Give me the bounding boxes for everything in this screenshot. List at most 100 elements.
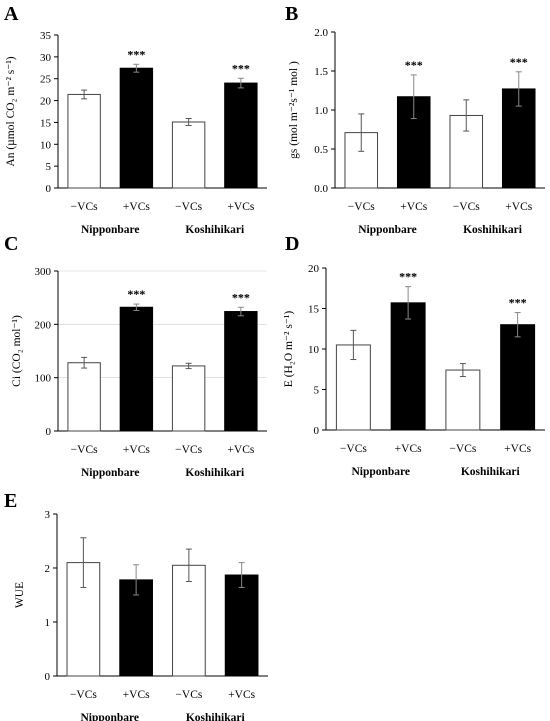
panel-c-letter: C [4, 233, 18, 255]
panel-d-bar [390, 302, 426, 431]
panel-d-x-tick-label: +VCs [395, 443, 422, 455]
panel-b-group-label: Nipponbare [358, 224, 417, 236]
panel-e-group-label: Nipponbare [80, 712, 139, 721]
panel-a-y-tick-label: 35 [40, 30, 52, 42]
panel-c-y-tick-label: 100 [35, 373, 52, 385]
panel-c-x-tick-label: −VCs [175, 444, 202, 456]
panel-c-group-label: Nipponbare [81, 467, 140, 479]
panel-a-y-tick-label: 5 [46, 161, 52, 173]
panel-c-y-tick-label: 0 [46, 426, 52, 438]
panel-d-group-label: Nipponbare [351, 466, 410, 478]
panel-d-y-axis-label: E (H₂O m⁻² s⁻¹) [283, 311, 295, 388]
panel-c-error-bar [237, 306, 244, 317]
panel-d-x-tick-label: −VCs [449, 443, 476, 455]
panel-e-y-tick-label: 0 [45, 671, 51, 683]
panel-b-error-bar [410, 74, 417, 120]
panel-b-group-label: Koshihikari [463, 224, 523, 236]
panel-d-error-bar [405, 286, 412, 320]
panel-d-bar [500, 324, 536, 431]
panel-c-x-tick-label: +VCs [123, 444, 150, 456]
panel-d-group-label: Koshihikari [461, 466, 521, 478]
panel-e-y-axis-label: WUE [14, 582, 26, 608]
panel-c-error-bar [81, 356, 88, 369]
panel-e-group-label: Koshihikari [186, 712, 246, 721]
panel-a-x-tick-label: −VCs [71, 201, 98, 213]
panel-c-x-tick-label: −VCs [71, 444, 98, 456]
panel-c-x-tick-label: +VCs [227, 444, 254, 456]
panel-d-letter: D [285, 233, 299, 255]
panel-b-significance-label: *** [405, 58, 423, 72]
panel-a-letter: A [4, 3, 19, 25]
panel-b-y-tick-label: 2.0 [314, 27, 328, 39]
panel-b-y-tick-label: 0.5 [314, 144, 328, 156]
panel-a-y-axis-label: An (µmol CO₂ m⁻² s⁻¹) [5, 56, 17, 166]
panel-c-significance-label: *** [127, 287, 145, 301]
panel-b-error-bar [515, 71, 522, 107]
panel-a-x-tick-label: +VCs [123, 201, 150, 213]
panel-c-y-tick-label: 300 [35, 266, 52, 278]
panel-d-significance-label: *** [399, 270, 417, 284]
panel-e-bar [224, 574, 259, 677]
panel-b-x-tick-label: +VCs [400, 201, 427, 213]
panel-b-y-tick-label: 1.5 [314, 66, 328, 78]
panel-c-significance-label: *** [232, 290, 250, 304]
panel-b: B 0.0 0.5 1.0 1.5 2.0 gs (mol m⁻²s⁻¹ mol ) −VCs… [285, 3, 545, 236]
panel-a-error-bar [81, 89, 88, 100]
panel-e: E 0 1 2 3 WUE −VCs +VCs −VCs +VCs Nipponbare Koshih… [4, 490, 268, 721]
panel-c: C 0 100 200 300 Ci (CO₂ mol⁻¹) −VCs *** +VCs −VCs… [4, 233, 267, 479]
panel-e-x-tick-label: +VCs [228, 689, 255, 701]
panel-b-y-tick-label: 1.0 [314, 105, 328, 117]
panel-e-y-tick-label: 1 [45, 617, 51, 629]
panel-a-x-tick-label: +VCs [227, 201, 254, 213]
panel-a-y-tick-label: 0 [46, 183, 52, 195]
panel-c-group-label: Koshihikari [185, 467, 245, 479]
panel-d-error-bar [350, 329, 357, 361]
panel-c-y-tick-label: 200 [35, 319, 52, 331]
panel-e-error-bar [133, 564, 140, 596]
panel-a-significance-label: *** [232, 61, 250, 75]
panel-e-x-tick-label: −VCs [175, 689, 202, 701]
panel-d-y-tick-label: 20 [308, 263, 320, 275]
panel-d-y-tick-label: 5 [314, 385, 320, 397]
panel-b-y-tick-label: 0.0 [314, 183, 328, 195]
panel-e-letter: E [4, 490, 17, 512]
panel-b-significance-label: *** [510, 55, 528, 69]
panel-b-error-bar [358, 113, 365, 152]
panel-d-y-tick-label: 10 [308, 344, 320, 356]
panel-e-x-tick-label: +VCs [123, 689, 150, 701]
panel-a-error-bar [133, 63, 140, 73]
panel-b-x-tick-label: +VCs [505, 201, 532, 213]
panel-a-error-bar [185, 117, 192, 126]
panel-d-y-tick-label: 15 [308, 304, 320, 316]
panel-c-bar [119, 306, 154, 432]
panel-d-error-bar [459, 363, 466, 378]
panel-a-x-tick-label: −VCs [175, 201, 202, 213]
panel-b-error-bar [463, 99, 470, 132]
panel-e-error-bar [80, 537, 87, 588]
panel-a-y-tick-label: 20 [40, 96, 52, 108]
panel-a-bar [119, 67, 154, 189]
panel-a-y-tick-label: 30 [40, 52, 52, 64]
panel-c-bar [67, 362, 101, 432]
panel-d-x-tick-label: −VCs [340, 443, 367, 455]
panel-a-significance-label: *** [127, 47, 145, 61]
panel-e-y-tick-label: 2 [45, 563, 51, 575]
panel-a-y-tick-label: 25 [40, 74, 52, 86]
panel-a-group-label: Koshihikari [185, 224, 245, 236]
panel-a-bar [224, 82, 258, 189]
panel-e-bar [119, 579, 153, 677]
panel-b-letter: B [285, 3, 298, 25]
panel-a-error-bar [237, 77, 244, 89]
panel-e-error-bar [185, 548, 192, 582]
panel-d-error-bar [514, 312, 521, 338]
panel-c-error-bar [185, 362, 192, 370]
panel-b-x-tick-label: −VCs [453, 201, 480, 213]
panel-c-y-axis-label: Ci (CO₂ mol⁻¹) [11, 315, 23, 387]
panel-c-bar [171, 365, 206, 432]
panel-c-error-bar [133, 303, 140, 311]
panel-b-x-tick-label: −VCs [348, 201, 375, 213]
panel-d-bar [445, 369, 481, 431]
panel-d: D 0 5 10 15 20 E (H₂O m⁻² s⁻¹) −VCs *** +VCs −VCs *… [283, 233, 545, 478]
panel-c-bar [224, 311, 258, 432]
panel-a: A 0 5 10 15 20 25 30 35 An (µmol CO₂ m⁻² s⁻¹) −VCs… [4, 3, 267, 236]
